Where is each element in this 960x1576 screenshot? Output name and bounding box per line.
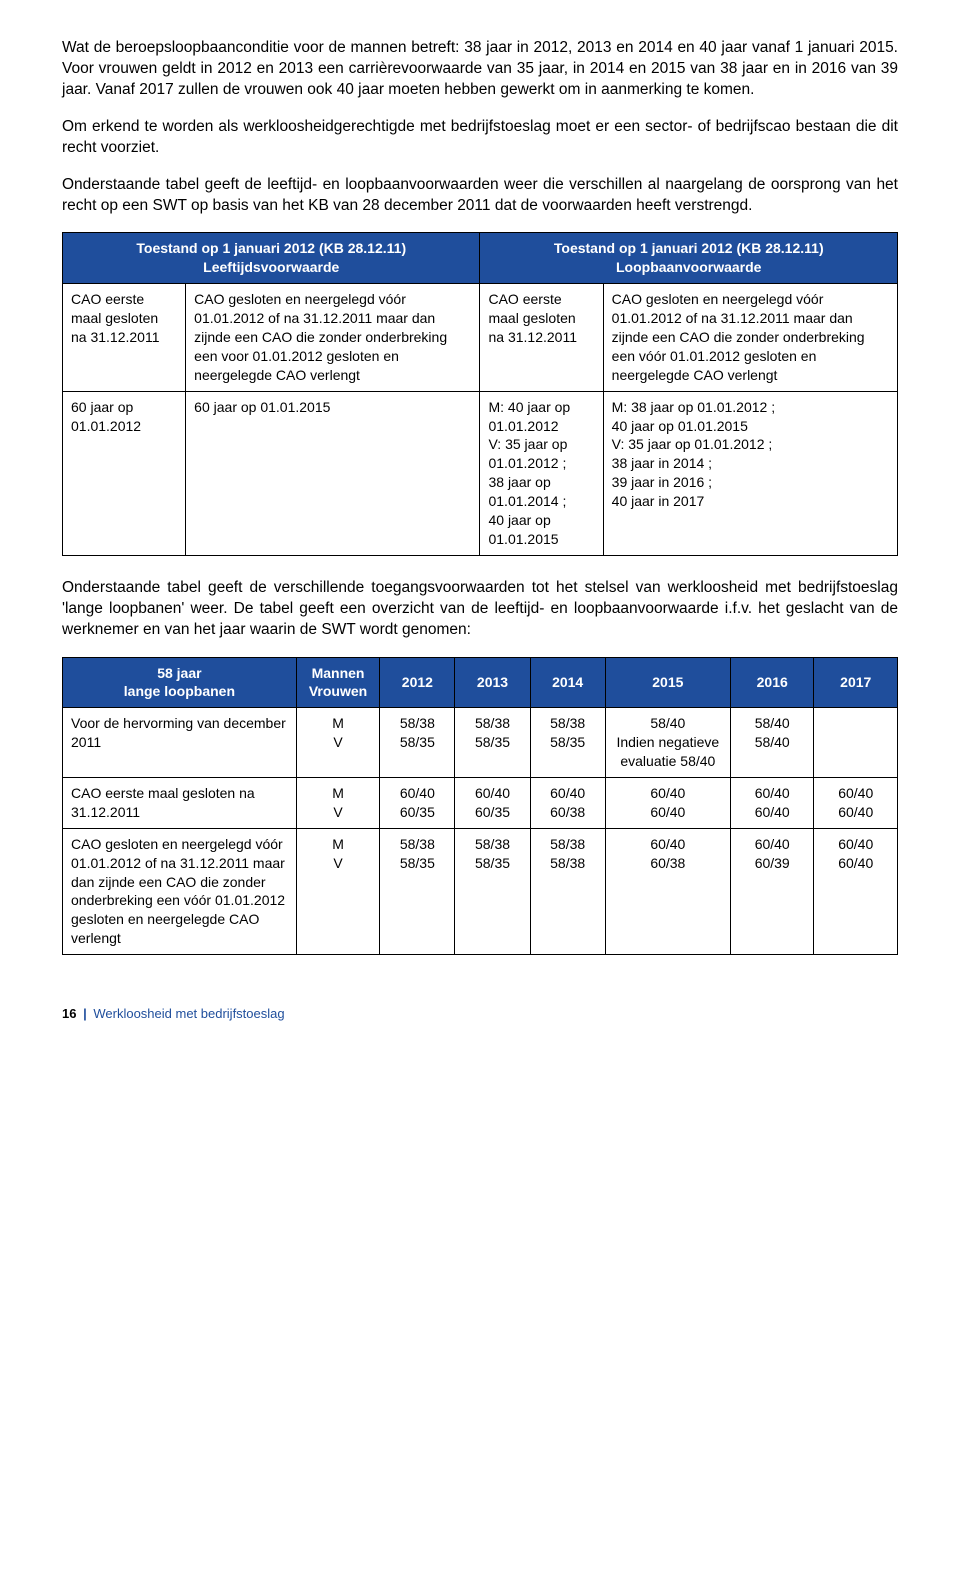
t2-r1c0: CAO eerste maal gesloten na 31.12.2011 [63, 778, 297, 829]
t2-r1c4: 60/40 60/38 [530, 778, 605, 829]
t2-r0c4: 58/38 58/35 [530, 708, 605, 778]
table-row: CAO eerste maal gesloten na 31.12.2011 M… [63, 778, 898, 829]
t1-r2c1: 60 jaar op 01.01.2012 [63, 391, 186, 555]
t2-r2c2: 58/38 58/35 [380, 828, 455, 954]
table-row: CAO gesloten en neergelegd vóór 01.01.20… [63, 828, 898, 954]
footer-title: Werkloosheid met bedrijfstoeslag [93, 1006, 284, 1021]
t2-h4: 2014 [530, 657, 605, 708]
t2-r2c3: 58/38 58/35 [455, 828, 530, 954]
t2-r2c7: 60/40 60/40 [814, 828, 898, 954]
t2-r0c0: Voor de hervorming van december 2011 [63, 708, 297, 778]
t1-r2c4: M: 38 jaar op 01.01.2012 ; 40 jaar op 01… [603, 391, 897, 555]
footer-page: 16 [62, 1006, 76, 1021]
t1-r1c2: CAO gesloten en neergelegd vóór 01.01.20… [186, 284, 480, 391]
t2-r1c6: 60/40 60/40 [730, 778, 814, 829]
t1-r2c3: M: 40 jaar op 01.01.2012 V: 35 jaar op 0… [480, 391, 603, 555]
table-conditions: Toestand op 1 januari 2012 (KB 28.12.11)… [62, 232, 898, 555]
footer-sep: | [83, 1006, 87, 1021]
t2-r0c5: 58/40 Indien negatieve evaluatie 58/40 [605, 708, 730, 778]
table-row: CAO eerste maal gesloten na 31.12.2011 C… [63, 284, 898, 391]
t2-r0c7 [814, 708, 898, 778]
t2-header-row: 58 jaar lange loopbanen Mannen Vrouwen 2… [63, 657, 898, 708]
t1-r1c4: CAO gesloten en neergelegd vóór 01.01.20… [603, 284, 897, 391]
t2-r1c3: 60/40 60/35 [455, 778, 530, 829]
page-footer: 16 | Werkloosheid met bedrijfstoeslag [62, 1005, 898, 1023]
t2-r0c2: 58/38 58/35 [380, 708, 455, 778]
t2-h1: Mannen Vrouwen [296, 657, 380, 708]
paragraph-1: Wat de beroepsloopbaanconditie voor de m… [62, 38, 898, 101]
t1-header-left: Toestand op 1 januari 2012 (KB 28.12.11)… [63, 233, 480, 284]
t2-h7: 2017 [814, 657, 898, 708]
paragraph-2: Om erkend te worden als werkloosheidgere… [62, 117, 898, 159]
t1-header-right: Toestand op 1 januari 2012 (KB 28.12.11)… [480, 233, 898, 284]
t1-r2c2: 60 jaar op 01.01.2015 [186, 391, 480, 555]
t1-r1c3: CAO eerste maal gesloten na 31.12.2011 [480, 284, 603, 391]
table-years: 58 jaar lange loopbanen Mannen Vrouwen 2… [62, 657, 898, 956]
t2-r0c1: M V [296, 708, 380, 778]
t2-r2c4: 58/38 58/38 [530, 828, 605, 954]
t2-r2c1: M V [296, 828, 380, 954]
t2-h2: 2012 [380, 657, 455, 708]
t2-r2c6: 60/40 60/39 [730, 828, 814, 954]
t2-r1c5: 60/40 60/40 [605, 778, 730, 829]
paragraph-4: Onderstaande tabel geeft de verschillend… [62, 578, 898, 641]
t2-r1c7: 60/40 60/40 [814, 778, 898, 829]
t2-h5: 2015 [605, 657, 730, 708]
table-row: Voor de hervorming van december 2011 M V… [63, 708, 898, 778]
t2-r0c3: 58/38 58/35 [455, 708, 530, 778]
t2-r1c2: 60/40 60/35 [380, 778, 455, 829]
t2-h6: 2016 [730, 657, 814, 708]
t2-r2c5: 60/40 60/38 [605, 828, 730, 954]
t2-r2c0: CAO gesloten en neergelegd vóór 01.01.20… [63, 828, 297, 954]
t2-r0c6: 58/40 58/40 [730, 708, 814, 778]
table-row: 60 jaar op 01.01.2012 60 jaar op 01.01.2… [63, 391, 898, 555]
t2-r1c1: M V [296, 778, 380, 829]
paragraph-3: Onderstaande tabel geeft de leeftijd- en… [62, 175, 898, 217]
t1-r1c1: CAO eerste maal gesloten na 31.12.2011 [63, 284, 186, 391]
t2-h3: 2013 [455, 657, 530, 708]
t2-h0: 58 jaar lange loopbanen [63, 657, 297, 708]
